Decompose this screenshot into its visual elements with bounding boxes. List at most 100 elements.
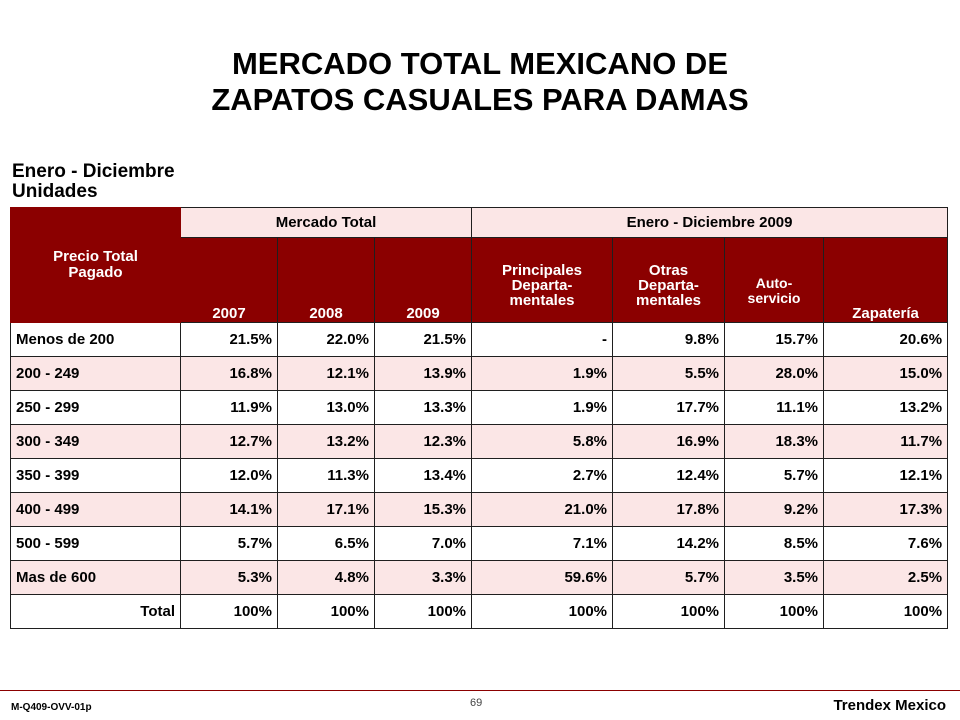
- page-title: MERCADO TOTAL MEXICANO DE ZAPATOS CASUAL…: [0, 46, 960, 118]
- group-header-mercado-total: Mercado Total: [179, 207, 473, 238]
- table-cell: 7.0%: [373, 526, 473, 561]
- corner-header-label: Precio Total Pagado: [53, 248, 138, 281]
- subtitle-period: Enero - Diciembre: [12, 161, 175, 182]
- table-cell: 16.9%: [612, 424, 726, 459]
- column-header-row: 2007 2008 2009 Principales Departa- ment…: [11, 237, 949, 323]
- table-cell: 100%: [180, 594, 278, 629]
- footer-code: M-Q409-OVV-01p: [11, 702, 92, 713]
- table-row: 250 - 299 11.9% 13.0% 13.3% 1.9% 17.7% 11.1% 13…: [10, 390, 949, 425]
- table-cell: 14.1%: [180, 492, 278, 527]
- table-cell: 21.5%: [373, 322, 473, 357]
- col-header-otras-line: Departa-: [638, 277, 699, 294]
- table-cell: 15.7%: [724, 322, 825, 357]
- table-cell: 5.7%: [612, 560, 726, 595]
- table-cell: 5.5%: [612, 356, 726, 391]
- table-cell: 14.2%: [612, 526, 726, 561]
- table-cell: 1.9%: [471, 390, 614, 425]
- table-cell: 100%: [612, 594, 726, 629]
- table-cell: 17.7%: [612, 390, 726, 425]
- col-header-principales-line: mentales: [509, 292, 575, 309]
- col-header-auto-line: servicio: [747, 290, 801, 306]
- table-cell: -: [471, 322, 614, 357]
- table-row: 500 - 599 5.7% 6.5% 7.0% 7.1% 14.2% 8.5% 7.6%: [10, 526, 949, 561]
- subtitle-units: Unidades: [12, 181, 98, 202]
- table-cell: 17.8%: [612, 492, 726, 527]
- table-row: 350 - 399 12.0% 11.3% 13.4% 2.7% 12.4% 5.7% 12.…: [10, 458, 949, 493]
- table-cell: 13.2%: [823, 390, 949, 425]
- table-cell: 7.1%: [471, 526, 614, 561]
- col-header-zapateria: Zapatería: [823, 237, 949, 323]
- table-cell: 12.0%: [180, 458, 278, 493]
- table-cell: 100%: [471, 594, 614, 629]
- table-cell: 13.3%: [373, 390, 473, 425]
- footer-divider: [0, 690, 960, 691]
- table-cell: 11.1%: [724, 390, 825, 425]
- table-cell: 13.4%: [373, 458, 473, 493]
- col-header-principales: Principales Departa- mentales: [471, 237, 614, 323]
- table-cell: 12.4%: [612, 458, 726, 493]
- table-cell: 3.3%: [373, 560, 473, 595]
- table-cell: 12.7%: [180, 424, 278, 459]
- table-cell: 4.8%: [277, 560, 375, 595]
- row-label: 300 - 349: [10, 424, 181, 459]
- table-row: Menos de 200 21.5% 22.0% 21.5% -9.8% 15.7% 20.…: [10, 322, 949, 357]
- table-cell: 15.0%: [823, 356, 949, 391]
- table-cell: 5.8%: [471, 424, 614, 459]
- group-header-row: Precio Total Pagado Mercado Total Enero …: [10, 207, 949, 323]
- row-label: 250 - 299: [10, 390, 181, 425]
- table-row: 400 - 499 14.1% 17.1% 15.3% 21.0% 17.8% 9.2% 17…: [10, 492, 949, 527]
- subtitle: Enero - Diciembre Unidades: [12, 162, 175, 202]
- col-header-principales-line: Principales: [501, 262, 583, 279]
- table-cell: 13.0%: [277, 390, 375, 425]
- row-label: Menos de 200: [10, 322, 181, 357]
- table-cell: 15.3%: [373, 492, 473, 527]
- col-header-autoservicio: Auto- servicio: [724, 237, 825, 323]
- group-header-period: Enero - Diciembre 2009: [471, 207, 949, 238]
- corner-header: Precio Total Pagado: [10, 207, 181, 323]
- col-header-otras: Otras Departa- mentales: [612, 237, 726, 323]
- table-cell: 9.2%: [724, 492, 825, 527]
- page-number: 69: [470, 697, 483, 709]
- row-label: Mas de 600: [10, 560, 181, 595]
- table-cell: 9.8%: [612, 322, 726, 357]
- market-share-table: Precio Total Pagado Mercado Total Enero …: [10, 207, 949, 629]
- title-line-1: MERCADO TOTAL MEXICANO DE: [231, 46, 728, 81]
- table-cell: 20.6%: [823, 322, 949, 357]
- table-cell: 5.7%: [180, 526, 278, 561]
- table-cell: 100%: [373, 594, 473, 629]
- footer-brand: Trendex Mexico: [833, 697, 946, 714]
- table-cell: 21.5%: [180, 322, 278, 357]
- table-cell: 21.0%: [471, 492, 614, 527]
- table-cell: 17.1%: [277, 492, 375, 527]
- col-header-2008: 2008: [277, 237, 375, 323]
- row-label: 400 - 499: [10, 492, 181, 527]
- table-row: Total 100% 100% 100% 100% 100% 100% 100%: [10, 594, 949, 629]
- table-cell: 100%: [277, 594, 375, 629]
- table-cell: 12.3%: [373, 424, 473, 459]
- table-row: 200 - 249 16.8% 12.1% 13.9% 1.9% 5.5% 28.0% 15.…: [10, 356, 949, 391]
- table-cell: 2.5%: [823, 560, 949, 595]
- table-cell: 59.6%: [471, 560, 614, 595]
- table-cell: 1.9%: [471, 356, 614, 391]
- table-cell: 8.5%: [724, 526, 825, 561]
- table-cell: 5.3%: [180, 560, 278, 595]
- table-cell: 17.3%: [823, 492, 949, 527]
- table-cell: 22.0%: [277, 322, 375, 357]
- table-cell: 28.0%: [724, 356, 825, 391]
- table-cell: 3.5%: [724, 560, 825, 595]
- table-cell: 11.9%: [180, 390, 278, 425]
- table-cell: 100%: [724, 594, 825, 629]
- table-cell: 11.7%: [823, 424, 949, 459]
- table-cell: 5.7%: [724, 458, 825, 493]
- col-header-otras-line: Otras: [648, 262, 689, 279]
- table-cell: 13.9%: [373, 356, 473, 391]
- row-label: 500 - 599: [10, 526, 181, 561]
- col-header-principales-line: Departa-: [511, 277, 573, 294]
- table-cell: 2.7%: [471, 458, 614, 493]
- row-label: Total: [10, 594, 181, 629]
- table-cell: 100%: [823, 594, 949, 629]
- table-cell: 12.1%: [823, 458, 949, 493]
- title-line-2: ZAPATOS CASUALES PARA DAMAS: [211, 82, 749, 117]
- table-cell: 13.2%: [277, 424, 375, 459]
- table-cell: 16.8%: [180, 356, 278, 391]
